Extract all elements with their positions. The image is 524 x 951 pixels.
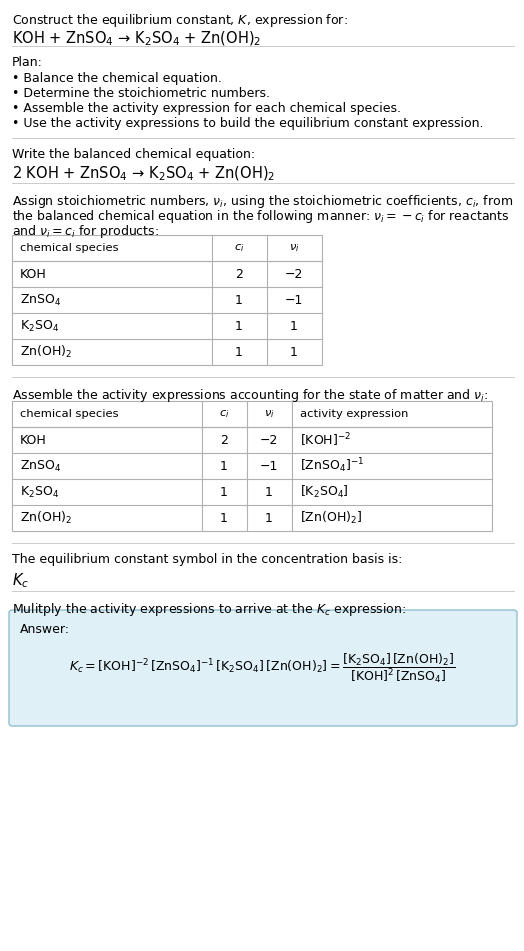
Text: Assemble the activity expressions accounting for the state of matter and $\nu_i$: Assemble the activity expressions accoun… <box>12 387 488 404</box>
Text: KOH + ZnSO$_4$ → K$_2$SO$_4$ + Zn(OH)$_2$: KOH + ZnSO$_4$ → K$_2$SO$_4$ + Zn(OH)$_2… <box>12 30 261 49</box>
Text: $\nu_i$: $\nu_i$ <box>264 408 274 420</box>
Text: • Use the activity expressions to build the equilibrium constant expression.: • Use the activity expressions to build … <box>12 117 484 130</box>
Text: K$_2$SO$_4$: K$_2$SO$_4$ <box>20 319 59 334</box>
Text: Assign stoichiometric numbers, $\nu_i$, using the stoichiometric coefficients, $: Assign stoichiometric numbers, $\nu_i$, … <box>12 193 513 210</box>
Text: [KOH]$^{-2}$: [KOH]$^{-2}$ <box>300 431 351 449</box>
Text: Mulitply the activity expressions to arrive at the $K_c$ expression:: Mulitply the activity expressions to arr… <box>12 601 406 618</box>
Text: 1: 1 <box>265 512 273 525</box>
Bar <box>12 235 322 365</box>
Text: Zn(OH)$_2$: Zn(OH)$_2$ <box>20 510 72 526</box>
Text: Zn(OH)$_2$: Zn(OH)$_2$ <box>20 344 72 360</box>
Text: and $\nu_i = c_i$ for products:: and $\nu_i = c_i$ for products: <box>12 223 159 240</box>
Text: [K$_2$SO$_4$]: [K$_2$SO$_4$] <box>300 484 349 500</box>
Text: $\nu_i$: $\nu_i$ <box>289 243 299 254</box>
Text: Write the balanced chemical equation:: Write the balanced chemical equation: <box>12 148 255 161</box>
Text: [ZnSO$_4$]$^{-1}$: [ZnSO$_4$]$^{-1}$ <box>300 456 364 476</box>
Text: $K_c$: $K_c$ <box>12 571 29 590</box>
Text: −1: −1 <box>285 294 303 306</box>
Text: 1: 1 <box>290 345 298 359</box>
Bar <box>12 401 492 531</box>
Text: Answer:: Answer: <box>20 623 70 636</box>
Text: $c_i$: $c_i$ <box>234 243 244 254</box>
Text: • Determine the stoichiometric numbers.: • Determine the stoichiometric numbers. <box>12 87 270 100</box>
Text: 2 KOH + ZnSO$_4$ → K$_2$SO$_4$ + Zn(OH)$_2$: 2 KOH + ZnSO$_4$ → K$_2$SO$_4$ + Zn(OH)$… <box>12 165 275 184</box>
Text: $c_i$: $c_i$ <box>219 408 230 420</box>
Text: 2: 2 <box>220 434 228 447</box>
Text: 2: 2 <box>235 267 243 281</box>
Text: 1: 1 <box>220 512 228 525</box>
Text: The equilibrium constant symbol in the concentration basis is:: The equilibrium constant symbol in the c… <box>12 553 402 566</box>
Text: activity expression: activity expression <box>300 409 408 419</box>
Text: 1: 1 <box>220 459 228 473</box>
Text: • Balance the chemical equation.: • Balance the chemical equation. <box>12 72 222 85</box>
Text: Plan:: Plan: <box>12 56 43 69</box>
Text: [Zn(OH)$_2$]: [Zn(OH)$_2$] <box>300 510 362 526</box>
Text: −1: −1 <box>260 459 278 473</box>
Text: −2: −2 <box>260 434 278 447</box>
Text: −2: −2 <box>285 267 303 281</box>
Text: 1: 1 <box>235 294 243 306</box>
Text: • Assemble the activity expression for each chemical species.: • Assemble the activity expression for e… <box>12 102 401 115</box>
Text: chemical species: chemical species <box>20 243 118 253</box>
FancyBboxPatch shape <box>9 610 517 726</box>
Text: 1: 1 <box>235 320 243 333</box>
Text: ZnSO$_4$: ZnSO$_4$ <box>20 458 61 474</box>
Text: Construct the equilibrium constant, $K$, expression for:: Construct the equilibrium constant, $K$,… <box>12 12 348 29</box>
Text: K$_2$SO$_4$: K$_2$SO$_4$ <box>20 484 59 499</box>
Text: 1: 1 <box>235 345 243 359</box>
Text: KOH: KOH <box>20 434 47 447</box>
Text: $K_c = [\mathrm{KOH}]^{-2}\,[\mathrm{ZnSO_4}]^{-1}\,[\mathrm{K_2SO_4}]\,[\mathrm: $K_c = [\mathrm{KOH}]^{-2}\,[\mathrm{ZnS… <box>69 651 455 685</box>
Text: KOH: KOH <box>20 267 47 281</box>
Text: ZnSO$_4$: ZnSO$_4$ <box>20 293 61 307</box>
Text: 1: 1 <box>265 486 273 498</box>
Text: the balanced chemical equation in the following manner: $\nu_i = -c_i$ for react: the balanced chemical equation in the fo… <box>12 208 509 225</box>
Text: 1: 1 <box>290 320 298 333</box>
Text: chemical species: chemical species <box>20 409 118 419</box>
Text: 1: 1 <box>220 486 228 498</box>
